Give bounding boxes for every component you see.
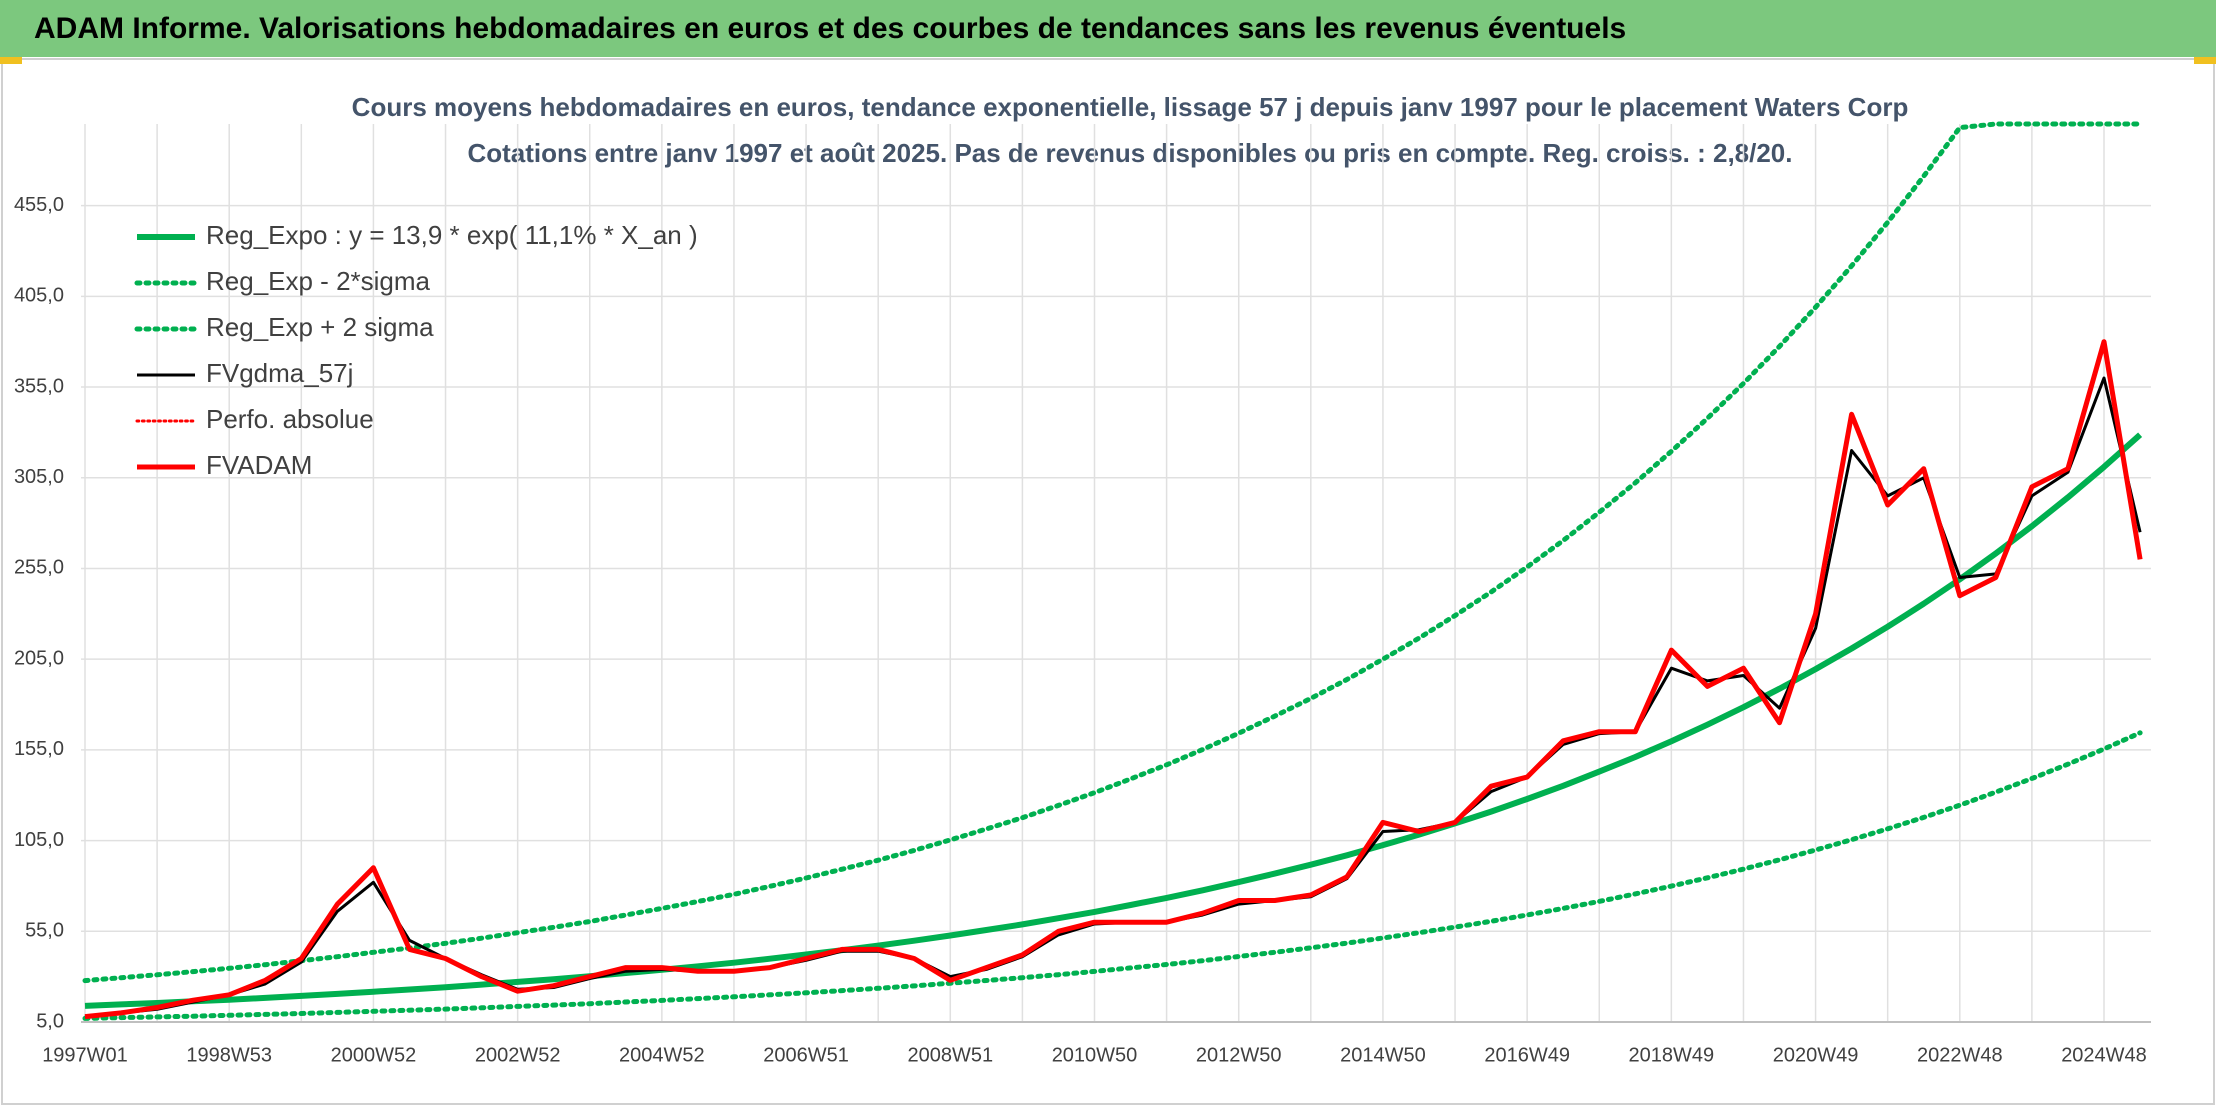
series-line — [84, 339, 2143, 1020]
series-line — [82, 121, 2143, 984]
chart-subtitle: Cours moyens hebdomadaires en euros, ten… — [352, 92, 1909, 122]
x-tick-label: 1998W53 — [186, 1044, 272, 1066]
chart-subtitle: Cotations entre janv 1997 et août 2025. … — [467, 138, 1792, 168]
legend-label: Reg_Expo : y = 13,9 * exp( 11,1% * X_an … — [206, 220, 698, 250]
x-tick-label: 2006W51 — [763, 1044, 849, 1066]
series-line — [82, 730, 2143, 1021]
corner-accent — [0, 57, 22, 64]
x-tick-label: 2004W52 — [619, 1044, 705, 1066]
x-tick-label: 2010W50 — [1052, 1044, 1138, 1066]
x-tick-label: 2008W51 — [907, 1044, 993, 1066]
x-tick-label: 2022W48 — [1917, 1044, 2003, 1066]
chart-frame — [1, 58, 2215, 1105]
header-bar: ADAM Informe. Valorisations hebdomadaire… — [0, 0, 2216, 57]
legend-label: FVADAM — [206, 450, 312, 480]
corner-accent — [2194, 57, 2216, 64]
x-tick-label: 2012W50 — [1196, 1044, 1282, 1066]
x-tick-label: 2002W52 — [475, 1044, 561, 1066]
legend-label: Reg_Exp - 2*sigma — [206, 266, 431, 296]
page-title: ADAM Informe. Valorisations hebdomadaire… — [34, 12, 1627, 45]
x-tick-label: 2000W52 — [331, 1044, 417, 1066]
x-tick-label: 1997W01 — [42, 1044, 128, 1066]
legend-label: Reg_Exp + 2 sigma — [206, 312, 434, 342]
y-tick-label: 255,0 — [14, 557, 64, 579]
x-tick-label: 2016W49 — [1484, 1044, 1570, 1066]
x-tick-label: 2020W49 — [1773, 1044, 1859, 1066]
series-line — [84, 432, 2143, 1009]
y-tick-label: 5,0 — [36, 1010, 64, 1032]
x-tick-label: 2024W48 — [2061, 1044, 2147, 1066]
x-tick-label: 2014W50 — [1340, 1044, 1426, 1066]
y-tick-label: 305,0 — [14, 466, 64, 488]
y-tick-label: 405,0 — [14, 285, 64, 307]
legend-label: Perfo. absolue — [206, 404, 374, 434]
y-tick-label: 105,0 — [14, 829, 64, 851]
y-tick-label: 455,0 — [14, 194, 64, 216]
legend-label: FVgdma_57j — [206, 358, 353, 388]
y-tick-label: 55,0 — [25, 920, 64, 942]
x-tick-label: 2018W49 — [1629, 1044, 1715, 1066]
y-tick-label: 355,0 — [14, 375, 64, 397]
chart: Cours moyens hebdomadaires en euros, ten… — [0, 57, 2216, 1105]
y-tick-label: 205,0 — [14, 647, 64, 669]
y-tick-label: 155,0 — [14, 738, 64, 760]
